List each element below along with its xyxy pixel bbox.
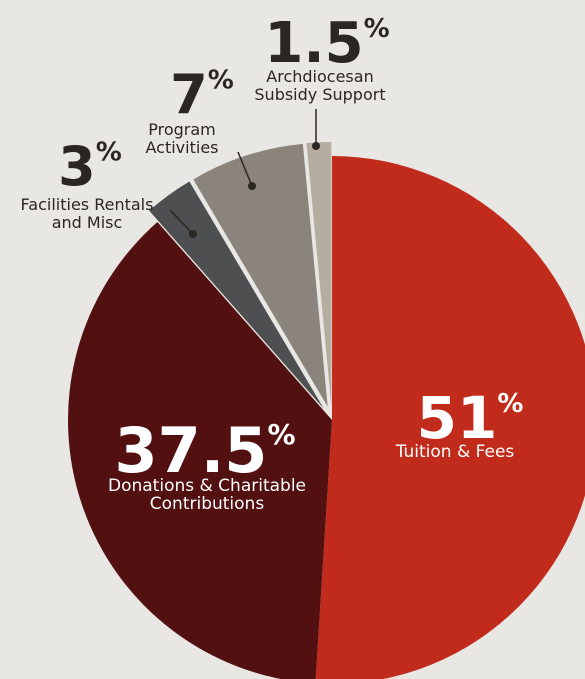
slice-label-1-line-1: Tuition & Fees — [395, 442, 515, 462]
pie-slice-2 — [68, 221, 332, 679]
slice-percent-3: 3% — [58, 135, 122, 198]
slice-percent-2: 37.5% — [114, 414, 295, 487]
pie-slice-4 — [193, 143, 328, 407]
slice-label-2-line-2: Contributions — [150, 494, 265, 514]
slice-label-3-line-2: and Misc — [52, 213, 123, 232]
slice-percent-5: 1.5% — [264, 11, 389, 76]
slice-percent-1: 51% — [417, 384, 524, 452]
pie-slice-5 — [306, 142, 332, 407]
slice-label-5-line-1: Archdiocesan — [266, 67, 373, 86]
slice-label-4-line-2: Activities — [146, 138, 219, 157]
leader-line-4 — [237, 151, 256, 190]
slice-percent-4: 7% — [170, 63, 234, 126]
slice-label-3-line-1: Facilities Rentals — [21, 195, 154, 214]
slice-label-5-line-2: Subsidy Support — [254, 85, 385, 104]
leader-line-5 — [312, 109, 320, 150]
pie-slice-1 — [315, 156, 585, 679]
pie-slice-3 — [149, 181, 324, 409]
slice-label-2-line-1: Donations & Charitable — [108, 476, 306, 496]
leader-line-3 — [169, 209, 197, 238]
slice-label-4-line-1: Program — [148, 120, 216, 139]
